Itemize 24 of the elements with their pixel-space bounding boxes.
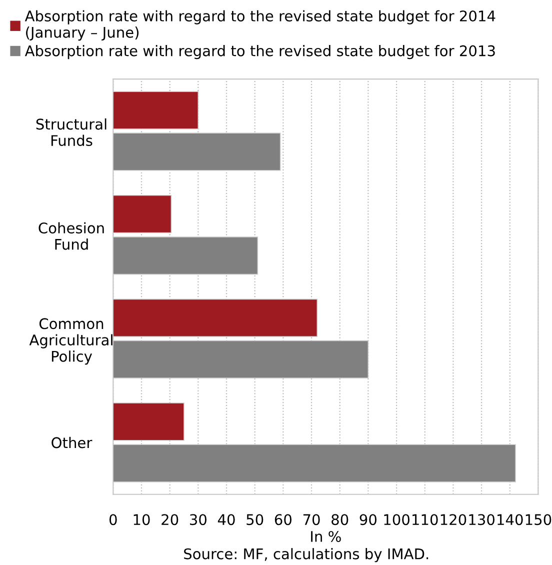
x-tick-label: 0 xyxy=(109,514,117,526)
x-tick-label: 140 xyxy=(498,514,523,526)
y-tick-label: Structural Funds xyxy=(36,118,106,146)
y-tick-label: Other xyxy=(52,436,92,448)
x-tick-label: 10 xyxy=(134,514,150,526)
source-note: Source: MF, calculations by IMAD. xyxy=(184,548,428,562)
y-tick-label: Common Agricultural Policy xyxy=(29,318,112,365)
x-tick-label: 150 xyxy=(526,514,552,526)
x-axis-title: In % xyxy=(311,530,341,542)
x-tick-label: 100 xyxy=(384,514,410,526)
x-tick-label: 70 xyxy=(303,514,320,526)
y-tick-label: Cohesion Fund xyxy=(38,222,104,250)
x-tick-label: 20 xyxy=(162,514,178,526)
x-tick-label: 120 xyxy=(440,514,466,526)
legend-label: Absorption rate with regard to the revised state budget for 2014 (January – June) xyxy=(24,10,496,41)
x-tick-label: 60 xyxy=(274,514,292,526)
x-tick-label: 40 xyxy=(218,514,235,526)
legend-label: Absorption rate with regard to the revised state budget for 2013 xyxy=(24,45,495,60)
x-tick-label: 50 xyxy=(246,514,264,526)
x-tick-label: 80 xyxy=(332,514,348,526)
x-tick-label: 130 xyxy=(469,514,494,526)
x-tick-label: 110 xyxy=(412,514,438,526)
x-tick-label: 30 xyxy=(190,514,206,526)
x-tick-label: 90 xyxy=(360,514,376,526)
